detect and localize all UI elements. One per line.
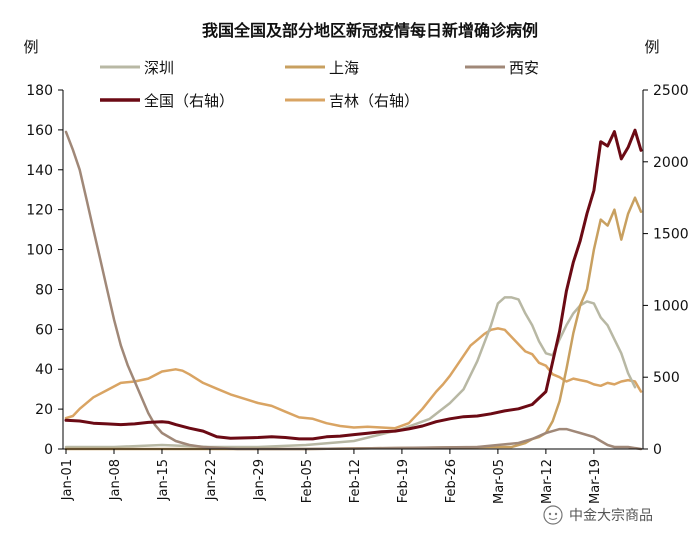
left-tick-label: 20 xyxy=(35,402,53,418)
x-tick-label: Jan-01 xyxy=(60,459,75,501)
series-line-5 xyxy=(64,327,643,430)
right-tick-label: 1500 xyxy=(653,227,689,243)
right-tick-label: 0 xyxy=(653,442,662,458)
left-tick-label: 0 xyxy=(44,442,53,458)
left-tick-label: 100 xyxy=(26,243,53,259)
legend-item-2: 上海 xyxy=(285,59,359,77)
legend-label: 全国（右轴） xyxy=(144,92,234,110)
x-tick-label: Jan-08 xyxy=(108,459,123,501)
x-tick-label: Mar-19 xyxy=(588,459,603,504)
legend-item-5: 吉林（右轴） xyxy=(285,92,419,110)
chart-title: 我国全国及部分地区新冠疫情每日新增确诊病例 xyxy=(202,21,538,40)
left-tick-label: 80 xyxy=(35,282,53,298)
right-axis-unit: 例 xyxy=(644,38,659,56)
left-tick-label: 140 xyxy=(26,163,53,179)
x-tick-label: Feb-26 xyxy=(444,459,459,503)
wechat-icon xyxy=(543,505,563,525)
watermark-text: 中金大宗商品 xyxy=(569,508,653,524)
series-line-2 xyxy=(64,196,643,451)
x-tick-label: Feb-12 xyxy=(348,459,363,503)
legend-item-1: 深圳 xyxy=(100,59,174,77)
right-tick-label: 2000 xyxy=(653,155,689,171)
series-line-1 xyxy=(64,296,637,449)
x-tick-label: Mar-05 xyxy=(492,459,507,504)
right-tick-label: 1000 xyxy=(653,298,689,314)
legend-label: 上海 xyxy=(329,59,359,77)
legend-label: 吉林（右轴） xyxy=(329,92,419,110)
right-tick-label: 500 xyxy=(653,370,680,386)
legend-label: 西安 xyxy=(509,59,539,77)
x-tick-label: Feb-05 xyxy=(300,459,315,503)
left-tick-label: 160 xyxy=(26,123,53,139)
x-tick-label: Mar-12 xyxy=(540,459,555,504)
legend-item-4: 全国（右轴） xyxy=(100,92,234,110)
series-layer xyxy=(64,128,643,451)
series-line-3 xyxy=(64,130,643,451)
left-tick-label: 120 xyxy=(26,203,53,219)
left-axis-unit: 例 xyxy=(23,38,38,56)
left-tick-label: 40 xyxy=(35,362,53,378)
right-tick-label: 2500 xyxy=(653,83,689,99)
left-tick-label: 180 xyxy=(26,83,53,99)
legend-item-3: 西安 xyxy=(465,59,539,77)
legend-label: 深圳 xyxy=(144,59,174,77)
watermark: 中金大宗商品 xyxy=(543,505,653,525)
x-tick-label: Jan-15 xyxy=(156,459,171,501)
x-tick-label: Jan-22 xyxy=(204,459,219,501)
axes-layer: 0 20 40 60 80 100 120 140 160 180 0 500 1000 1500 2000… xyxy=(26,83,688,504)
x-tick-label: Jan-29 xyxy=(252,459,267,501)
x-tick-label: Feb-19 xyxy=(396,459,411,503)
left-tick-label: 60 xyxy=(35,322,53,338)
series-line-4 xyxy=(64,128,643,441)
